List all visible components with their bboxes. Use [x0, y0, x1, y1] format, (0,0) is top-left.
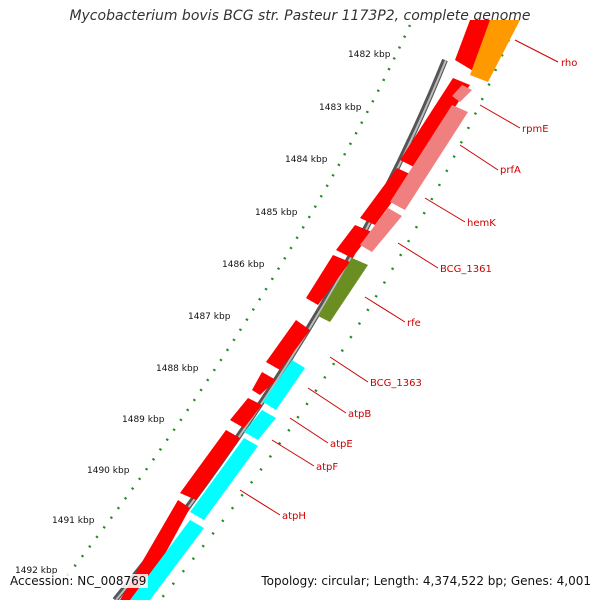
- gene-hemK[interactable]: [360, 208, 402, 252]
- gene-atpE[interactable]: [244, 410, 276, 440]
- gene-red-3[interactable]: [360, 168, 412, 225]
- gene-label-prfA[interactable]: prfA: [500, 165, 521, 176]
- gene-label-BCG-1361[interactable]: BCG_1361: [440, 264, 492, 275]
- gene-rpmE[interactable]: [452, 85, 472, 102]
- gene-red-4[interactable]: [336, 225, 372, 258]
- gene-red-5[interactable]: [306, 255, 350, 305]
- map-title: Mycobacterium bovis BCG str. Pasteur 117…: [69, 8, 531, 24]
- gene-red-9[interactable]: [180, 430, 240, 500]
- scale-arc-outer: [59, 24, 412, 586]
- genome-backbone-highlight: [115, 59, 447, 600]
- pointer-rfe: [364, 296, 406, 323]
- gene-label-atpH[interactable]: atpH: [282, 511, 306, 522]
- gene-label-atpB[interactable]: atpB: [348, 409, 371, 420]
- gene-orange[interactable]: [470, 20, 520, 82]
- gene-red-6[interactable]: [266, 320, 310, 370]
- pointer-atpF: [271, 439, 315, 467]
- pointer-rpmE: [479, 104, 521, 129]
- tick-label-1482: 1482 kbp: [348, 50, 391, 60]
- tick-label-1486: 1486 kbp: [222, 260, 265, 270]
- gene-labels: rho rpmE prfA hemK BCG_1361 rfe BCG_1363…: [282, 58, 577, 522]
- forward-strand-track: [120, 20, 500, 600]
- gene-label-atpF[interactable]: atpF: [316, 462, 338, 473]
- gene-atpF[interactable]: [190, 438, 258, 520]
- pointer-rho: [514, 39, 559, 63]
- tick-label-1492: 1492 kbp: [15, 566, 58, 576]
- tick-label-1483: 1483 kbp: [319, 103, 362, 113]
- gene-atpH[interactable]: [130, 520, 204, 600]
- gene-red-2[interactable]: [400, 78, 470, 167]
- gene-atpB[interactable]: [263, 360, 305, 410]
- gene-prfA[interactable]: [390, 105, 468, 210]
- gene-red-7[interactable]: [252, 372, 276, 395]
- gene-BCG-1361[interactable]: [318, 258, 368, 322]
- gene-red-8[interactable]: [230, 398, 262, 428]
- gene-label-rpmE[interactable]: rpmE: [522, 124, 549, 135]
- pointer-hemK: [424, 197, 466, 223]
- tick-label-1491: 1491 kbp: [52, 516, 95, 526]
- gene-label-rho[interactable]: rho: [561, 58, 577, 69]
- tick-label-1484: 1484 kbp: [285, 155, 328, 165]
- tick-label-1490: 1490 kbp: [87, 466, 130, 476]
- pointer-atpH: [239, 489, 281, 516]
- gene-label-atpE[interactable]: atpE: [330, 439, 353, 450]
- genome-backbone: [112, 58, 448, 600]
- topology-text: Topology: circular; Length: 4,374,522 bp…: [259, 574, 593, 588]
- pointer-BCG-1363: [329, 356, 369, 383]
- tick-label-1488: 1488 kbp: [156, 364, 199, 374]
- pointer-atpE: [289, 417, 329, 444]
- gene-label-rfe[interactable]: rfe: [407, 318, 421, 329]
- tick-label-1489: 1489 kbp: [122, 415, 165, 425]
- pointer-BCG-1361: [397, 242, 439, 269]
- pointer-atpB: [307, 387, 347, 414]
- accession-text: Accession: NC_008769: [8, 574, 149, 588]
- gene-pointer-lines: [239, 39, 559, 516]
- tick-label-1485: 1485 kbp: [255, 208, 298, 218]
- pointer-prfA: [459, 144, 499, 171]
- gene-label-hemK[interactable]: hemK: [467, 218, 496, 229]
- gene-label-BCG-1363[interactable]: BCG_1363: [370, 378, 422, 389]
- tick-labels: 1482 kbp 1483 kbp 1484 kbp 1485 kbp 1486…: [15, 50, 391, 576]
- tick-label-1487: 1487 kbp: [188, 312, 231, 322]
